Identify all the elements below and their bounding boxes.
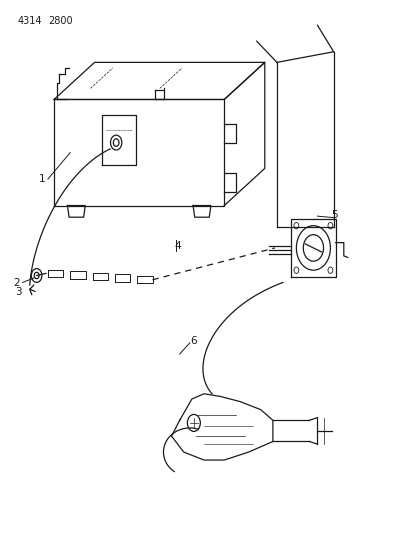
Text: 1: 1 — [39, 174, 45, 184]
Text: 4: 4 — [174, 241, 181, 252]
Text: 5: 5 — [331, 209, 338, 220]
Text: 2800: 2800 — [48, 16, 73, 26]
Text: 4314: 4314 — [18, 16, 42, 26]
Text: 3: 3 — [15, 287, 22, 297]
Text: 2: 2 — [13, 278, 20, 288]
Text: 6: 6 — [191, 336, 197, 346]
